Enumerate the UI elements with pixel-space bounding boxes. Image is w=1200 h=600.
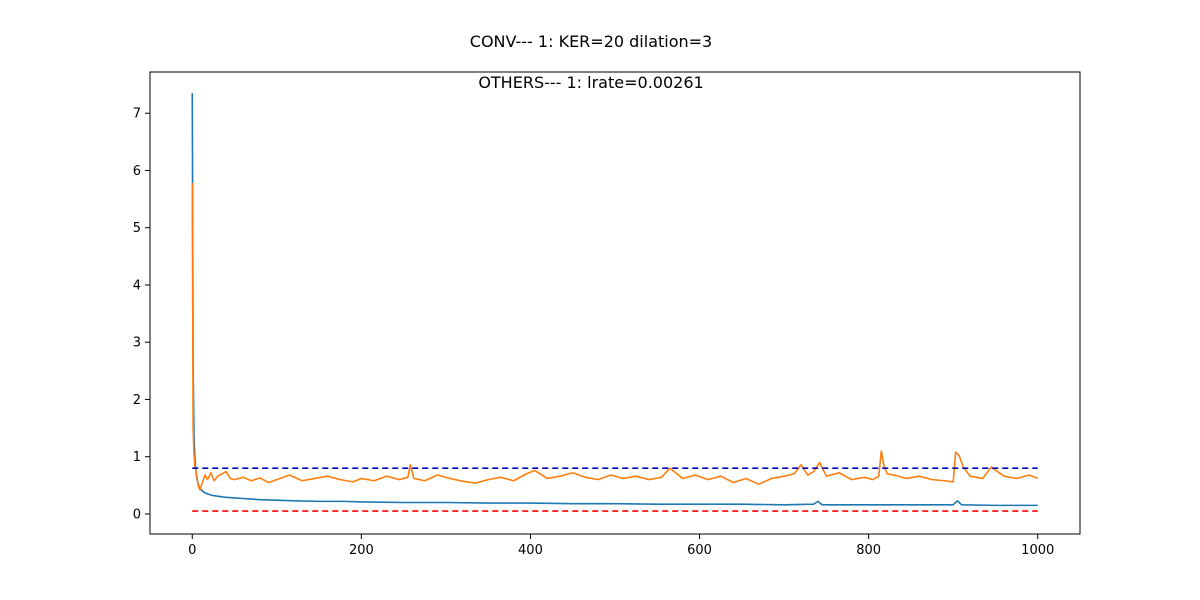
y-tick-label: 6 bbox=[133, 164, 141, 179]
chart-subtitle: OTHERS--- 1: lrate=0.00261 bbox=[478, 73, 703, 92]
y-tick-label: 3 bbox=[133, 336, 141, 351]
y-tick-label: 5 bbox=[133, 221, 141, 236]
plot-area bbox=[191, 93, 1039, 512]
y-tick-label: 1 bbox=[133, 450, 141, 465]
series-line-2 bbox=[191, 183, 1039, 491]
x-tick-label: 200 bbox=[349, 543, 374, 558]
y-tick-label: 7 bbox=[133, 107, 141, 122]
series-line-1 bbox=[191, 93, 1038, 507]
x-tick-label: 1000 bbox=[1021, 543, 1054, 558]
x-tick-label: 0 bbox=[188, 543, 196, 558]
y-tick-label: 0 bbox=[133, 507, 141, 522]
y-axis: 0 1 2 3 4 5 6 7 bbox=[133, 107, 150, 522]
y-tick-label: 4 bbox=[133, 278, 141, 293]
x-axis: 0 200 400 600 800 1000 bbox=[188, 534, 1054, 558]
x-tick-label: 400 bbox=[518, 543, 543, 558]
y-tick-label: 2 bbox=[133, 393, 141, 408]
x-tick-label: 800 bbox=[856, 543, 881, 558]
x-tick-label: 600 bbox=[687, 543, 712, 558]
axes-frame bbox=[149, 71, 1081, 535]
chart-title: CONV--- 1: KER=20 dilation=3 bbox=[470, 32, 712, 51]
